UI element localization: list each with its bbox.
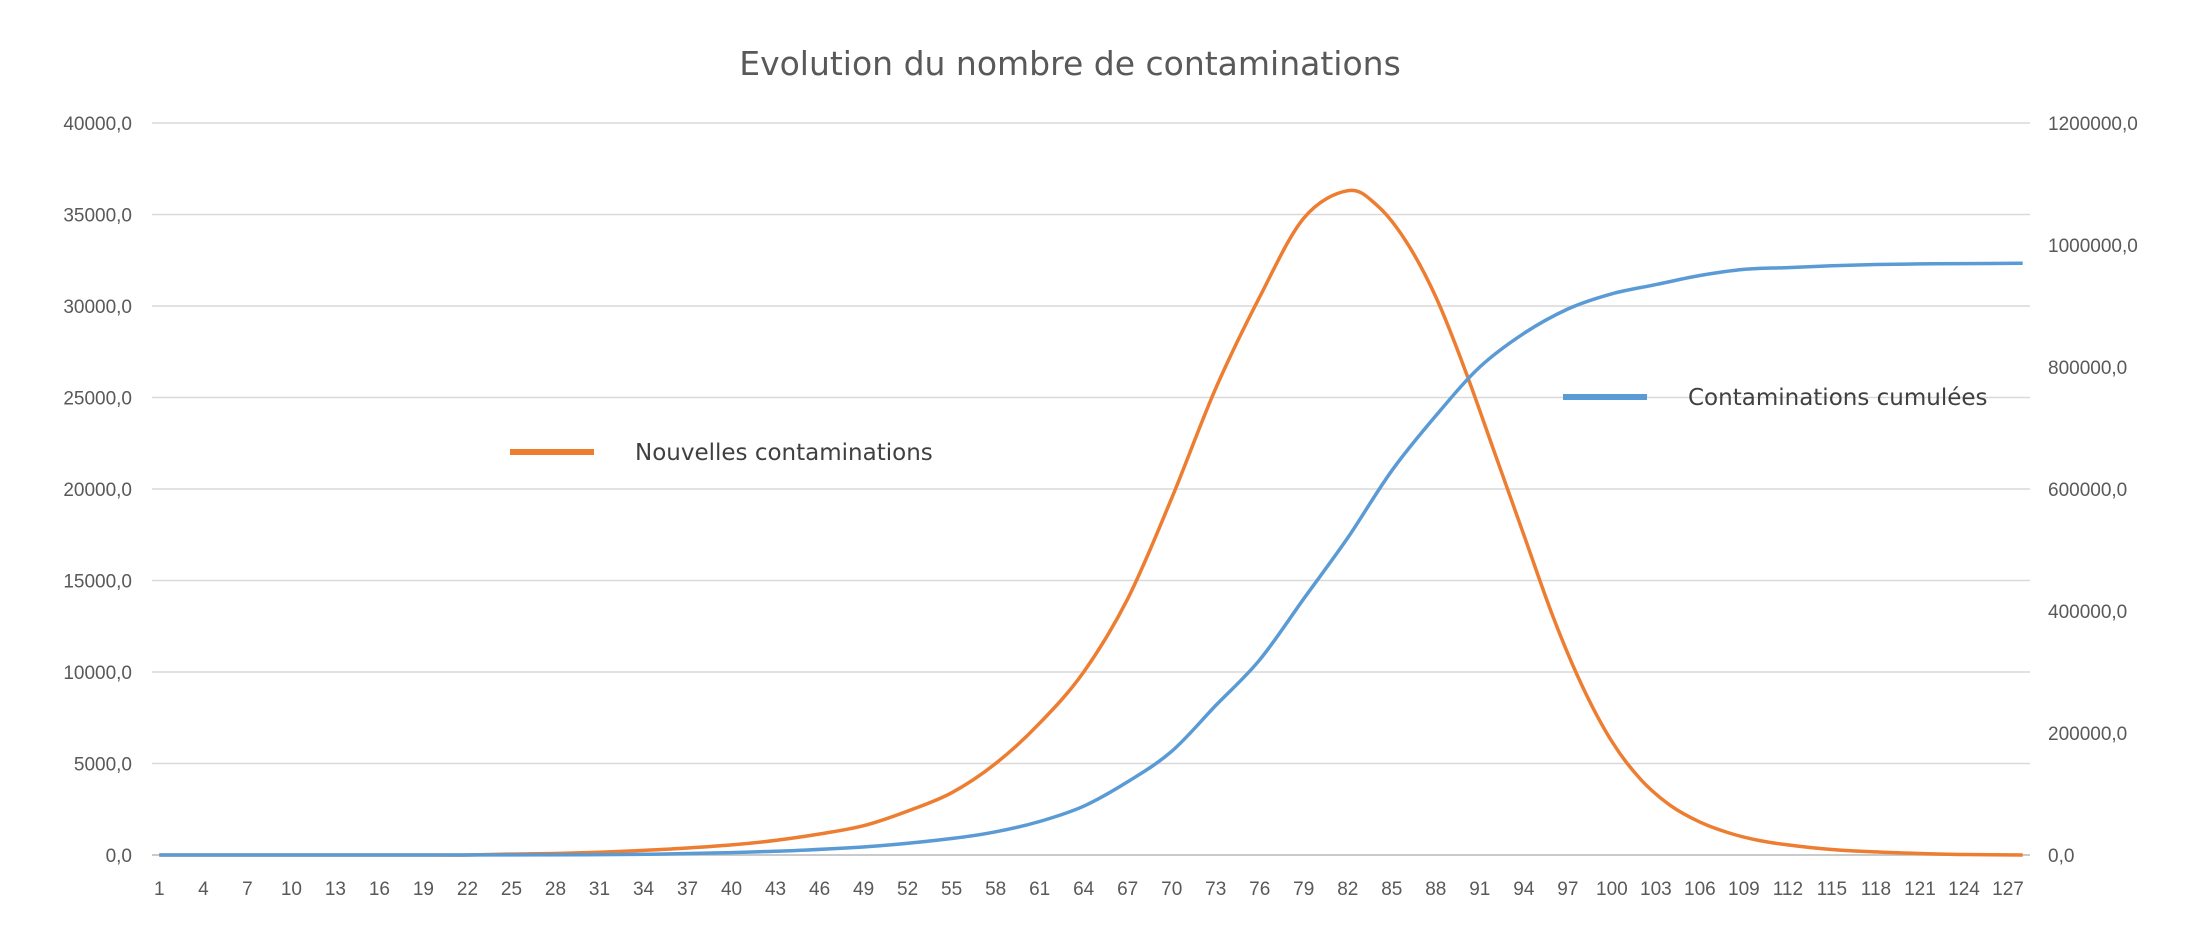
x-tick-label: 109: [1728, 879, 1760, 900]
y2-tick-label: 1000000,0: [2048, 236, 2138, 257]
x-tick-label: 97: [1557, 879, 1578, 900]
x-tick-label: 76: [1249, 879, 1270, 900]
x-tick-label: 34: [633, 879, 655, 900]
x-tick-label: 121: [1904, 879, 1936, 900]
x-axis: 1 4 7 10 13 16 19 22 25 28 31 34 37 40 43 46 49 52 55 58 61 6…: [152, 854, 2030, 900]
x-tick-label: 1: [154, 879, 165, 900]
y-tick-label: 25000,0: [63, 389, 132, 410]
x-tick-label: 4: [198, 879, 209, 900]
x-tick-label: 115: [1817, 879, 1847, 900]
legend-label: Contaminations cumulées: [1688, 385, 1988, 411]
x-tick-label: 31: [589, 879, 610, 900]
x-tick-label: 52: [897, 879, 918, 900]
y-tick-label: 5000,0: [74, 755, 132, 776]
x-tick-label: 46: [809, 879, 830, 900]
x-tick-label: 37: [677, 879, 698, 900]
x-tick-label: 91: [1469, 879, 1490, 900]
x-tick-label: 67: [1117, 879, 1138, 900]
y-tick-label: 10000,0: [63, 663, 132, 684]
x-tick-label: 73: [1205, 879, 1226, 900]
legend: Nouvelles contaminations Contaminations c…: [510, 385, 1988, 466]
x-tick-label: 85: [1381, 879, 1402, 900]
legend-label: Nouvelles contaminations: [635, 440, 933, 466]
x-tick-label: 25: [501, 879, 522, 900]
y2-tick-label: 600000,0: [2048, 480, 2127, 501]
x-tick-label: 22: [457, 879, 478, 900]
x-tick-label: 28: [545, 879, 566, 900]
y2-tick-label: 1200000,0: [2048, 114, 2138, 135]
x-tick-label: 94: [1513, 879, 1535, 900]
y2-tick-label: 0,0: [2048, 846, 2074, 867]
right-y-axis: 0,0 200000,0 400000,0 600000,0 800000,0 10000…: [2048, 114, 2138, 867]
y-tick-label: 30000,0: [63, 297, 132, 318]
y-tick-label: 35000,0: [63, 206, 132, 227]
y-tick-label: 15000,0: [63, 572, 132, 593]
x-tick-label: 13: [325, 879, 346, 900]
x-tick-label: 82: [1337, 879, 1358, 900]
x-tick-label: 49: [853, 879, 874, 900]
x-tick-label: 88: [1425, 879, 1446, 900]
x-tick-label: 58: [985, 879, 1006, 900]
x-tick-label: 118: [1861, 879, 1891, 900]
x-tick-label: 127: [1992, 879, 2024, 900]
x-tick-label: 70: [1161, 879, 1182, 900]
x-tick-label: 124: [1948, 879, 1980, 900]
y-tick-label: 40000,0: [63, 114, 132, 135]
y2-tick-label: 800000,0: [2048, 358, 2127, 379]
x-tick-label: 40: [721, 879, 742, 900]
y-tick-label: 20000,0: [63, 480, 132, 501]
x-tick-label: 64: [1073, 879, 1095, 900]
y2-tick-label: 400000,0: [2048, 602, 2127, 623]
series-line: [159, 261, 2023, 857]
y2-tick-label: 200000,0: [2048, 724, 2127, 745]
x-tick-label: 19: [413, 879, 434, 900]
x-tick-label: 106: [1684, 879, 1716, 900]
x-tick-label: 61: [1029, 879, 1050, 900]
x-tick-label: 16: [369, 879, 390, 900]
x-tick-label: 100: [1596, 879, 1628, 900]
series-lines: [159, 188, 2023, 857]
x-tick-label: 7: [242, 879, 253, 900]
x-tick-label: 112: [1773, 879, 1803, 900]
x-tick-label: 55: [941, 879, 962, 900]
x-tick-label: 79: [1293, 879, 1314, 900]
left-y-axis: 0,0 5000,0 10000,0 15000,0 20000,0 25000,0 300…: [63, 114, 132, 867]
series-line: [159, 188, 2023, 857]
x-tick-label: 103: [1640, 879, 1672, 900]
y-tick-label: 0,0: [106, 846, 132, 867]
x-tick-label: 43: [765, 879, 786, 900]
x-tick-label: 10: [281, 879, 302, 900]
chart-title: Evolution du nombre de contaminations: [739, 44, 1401, 83]
gridlines: [152, 122, 2030, 856]
